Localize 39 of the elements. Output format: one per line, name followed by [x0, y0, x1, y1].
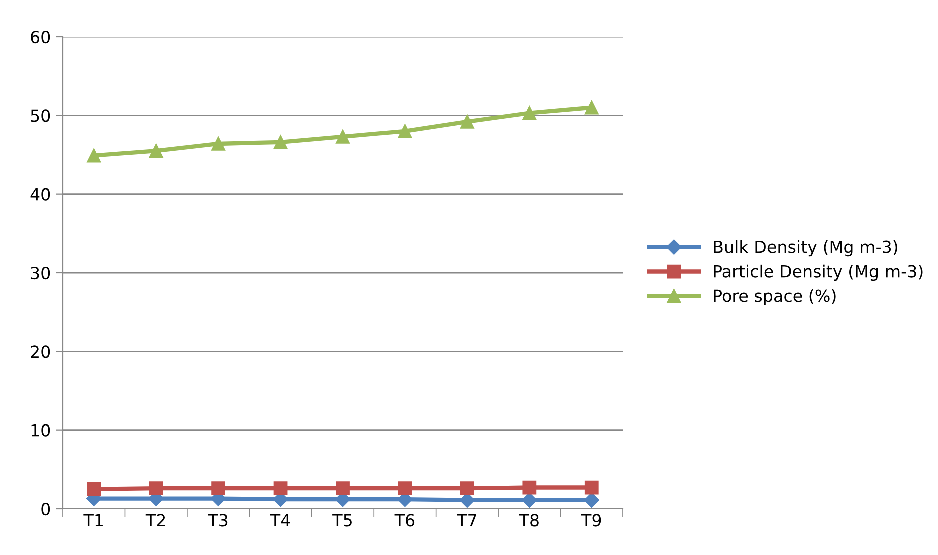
point: [584, 480, 599, 495]
point: [336, 130, 350, 144]
legend-label: Bulk Density (Mg m-3): [714, 240, 898, 257]
y-tick-label: 50: [31, 110, 50, 122]
point: [149, 144, 164, 158]
y-tick-label: 60: [31, 30, 50, 44]
point: [460, 482, 474, 496]
y-tick-label: 10: [32, 424, 50, 437]
point: [398, 124, 412, 138]
point: [149, 482, 164, 496]
point: [522, 480, 537, 495]
legend-label: Pore space (%): [714, 289, 836, 306]
point: [87, 148, 102, 163]
y-tick-label: 0: [42, 502, 50, 516]
x-tick-label: T2: [146, 514, 166, 527]
point: [398, 482, 412, 496]
x-tick-label: T3: [208, 514, 228, 527]
y-tick-label: 40: [30, 188, 50, 201]
legend-label: Particle Density (Mg m-3): [714, 264, 923, 282]
point: [212, 482, 226, 496]
point: [336, 482, 350, 496]
point: [522, 106, 537, 120]
x-tick-label: T4: [270, 514, 290, 527]
point: [87, 482, 102, 496]
y-tick-label: 20: [31, 346, 50, 358]
point: [274, 135, 288, 150]
point: [584, 492, 600, 508]
y-tick-label: 30: [31, 266, 50, 280]
x-tick-label: T6: [394, 514, 415, 527]
point: [522, 492, 538, 508]
point: [584, 100, 599, 115]
point: [274, 482, 288, 496]
point: [460, 115, 474, 129]
point: [212, 137, 226, 151]
x-tick-label: T8: [519, 514, 539, 527]
x-tick-label: T5: [332, 514, 352, 527]
x-tick-label: T7: [457, 514, 476, 527]
x-tick-label: T1: [84, 514, 103, 527]
x-tick-label: T9: [581, 514, 602, 527]
